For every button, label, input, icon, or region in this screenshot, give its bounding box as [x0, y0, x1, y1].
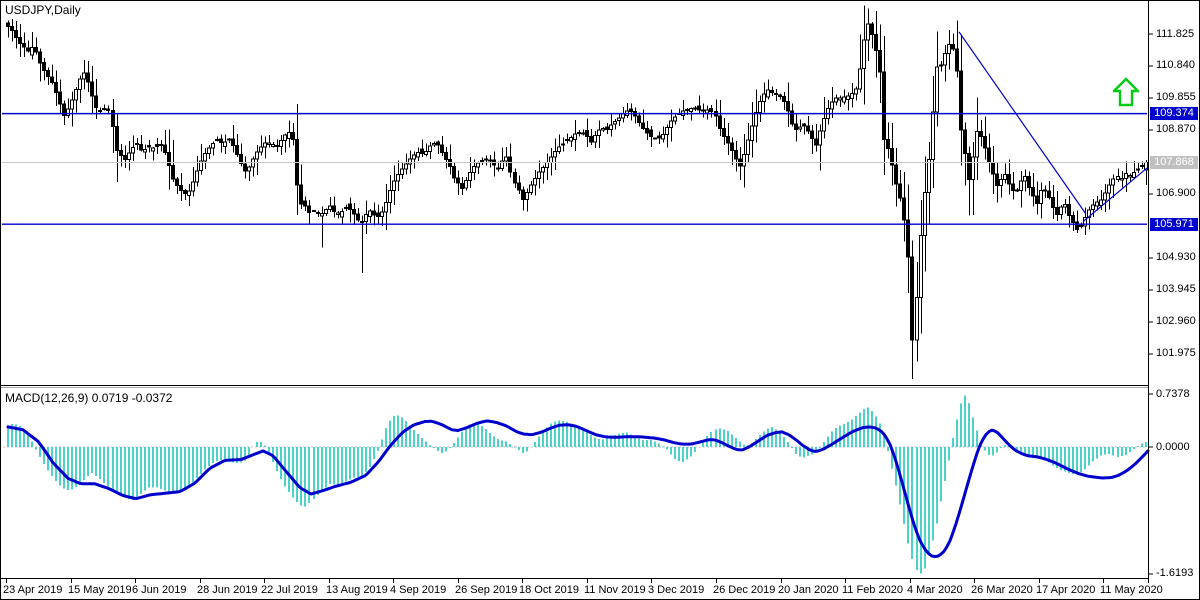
price-line-tag: 105.971 — [1150, 217, 1198, 231]
axes-frame — [1, 1, 1153, 583]
macd-indicator-label: MACD(12,26,9) 0.0719 -0.0372 — [5, 391, 173, 405]
price-axis-label: 109.855 — [1156, 91, 1196, 104]
date-axis-label: 22 Jul 2019 — [261, 584, 318, 596]
price-axis-label: 106.900 — [1156, 187, 1196, 200]
date-axis-label: 17 Apr 2020 — [1036, 584, 1096, 596]
date-axis-label: 26 Sep 2019 — [455, 584, 518, 596]
date-axis-label: 23 Apr 2019 — [3, 584, 63, 596]
date-axis-label: 20 Jan 2020 — [778, 584, 839, 596]
date-axis-label: 11 Feb 2020 — [842, 584, 903, 596]
date-axis-label: 13 Aug 2019 — [326, 584, 388, 596]
price-axis-label: 102.960 — [1156, 315, 1196, 328]
macd-axis-label: -1.6193 — [1156, 567, 1194, 580]
price-axis-label: 103.945 — [1156, 283, 1196, 296]
date-axis-label: 18 Oct 2019 — [519, 584, 579, 596]
current-price-tag: 107.868 — [1150, 156, 1198, 170]
date-axis-label: 28 Jun 2019 — [197, 584, 258, 596]
candles-group — [6, 5, 1148, 380]
date-axis-label: 4 Sep 2019 — [390, 584, 447, 596]
price-axis-label: 111.825 — [1156, 27, 1195, 40]
date-axis-label: 11 May 2020 — [1100, 584, 1163, 596]
macd-axis-label: 0.7378 — [1156, 387, 1190, 400]
trendline-ascending[interactable] — [1082, 167, 1148, 223]
price-axis-label: 101.975 — [1156, 347, 1196, 360]
symbol-period-label: USDJPY,Daily — [5, 3, 81, 17]
date-axis-label: 6 Jun 2019 — [132, 584, 187, 596]
up-arrow-icon[interactable] — [1113, 77, 1139, 107]
price-axis-label: 108.870 — [1156, 123, 1196, 136]
price-line-tag: 109.374 — [1150, 107, 1198, 121]
date-axis-label: 4 Mar 2020 — [907, 584, 963, 596]
date-axis-label: 11 Nov 2019 — [584, 584, 646, 596]
macd-axis-label: 0.0000 — [1156, 440, 1190, 453]
macd-histogram — [7, 395, 1147, 574]
date-axis-label: 15 May 2019 — [68, 584, 132, 596]
price-axis-label: 110.840 — [1156, 59, 1195, 72]
macd-signal-line — [6, 419, 1150, 558]
date-axis-label: 26 Dec 2019 — [713, 584, 776, 596]
date-axis-label: 26 Mar 2020 — [971, 584, 1033, 596]
trendline-descending[interactable] — [958, 31, 1087, 215]
price-axis-label: 104.930 — [1156, 251, 1196, 264]
date-axis-label: 3 Dec 2019 — [648, 584, 705, 596]
